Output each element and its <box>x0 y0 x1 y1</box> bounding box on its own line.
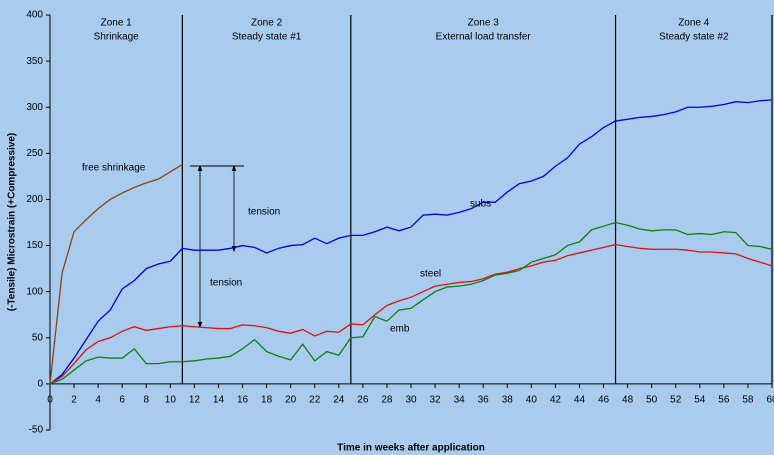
y-tick-label: 50 <box>32 332 44 343</box>
x-tick-label: 12 <box>189 395 201 406</box>
x-tick-label: 6 <box>119 395 125 406</box>
x-tick-label: 8 <box>143 395 149 406</box>
x-tick-label: 14 <box>213 395 225 406</box>
x-tick-label: 20 <box>285 395 297 406</box>
y-tick-label: 0 <box>37 379 43 390</box>
x-tick-label: 60 <box>766 395 774 406</box>
series-label: subs <box>470 199 491 210</box>
x-tick-label: 34 <box>454 395 466 406</box>
annotation: tension <box>248 207 280 218</box>
zone-subtitle: Steady state #1 <box>232 32 302 43</box>
y-tick-label: 100 <box>26 286 43 297</box>
series-label: free shrinkage <box>82 163 146 174</box>
y-tick-label: 250 <box>26 148 43 159</box>
x-tick-label: 54 <box>694 395 706 406</box>
x-tick-label: 26 <box>357 395 369 406</box>
x-tick-label: 46 <box>598 395 610 406</box>
x-tick-label: 50 <box>646 395 658 406</box>
x-tick-label: 4 <box>95 395 101 406</box>
x-tick-label: 10 <box>165 395 177 406</box>
y-tick-label: 350 <box>26 56 43 67</box>
x-tick-label: 36 <box>478 395 490 406</box>
x-tick-label: 2 <box>71 395 77 406</box>
zone-name: Zone 1 <box>101 18 133 29</box>
series-line <box>49 221 773 385</box>
y-tick-label: 200 <box>26 194 43 205</box>
x-tick-label: 58 <box>742 395 754 406</box>
x-tick-label: 30 <box>405 395 417 406</box>
x-tick-label: 0 <box>47 395 53 406</box>
x-tick-label: 18 <box>261 395 273 406</box>
annotation: tension <box>210 278 242 289</box>
x-tick-label: 44 <box>574 395 586 406</box>
zone-subtitle: Steady state #2 <box>659 32 729 43</box>
x-tick-label: 32 <box>430 395 442 406</box>
zone-name: Zone 2 <box>251 18 283 29</box>
x-tick-label: 56 <box>718 395 730 406</box>
zone-subtitle: Shrinkage <box>94 32 139 43</box>
y-tick-label: -50 <box>29 425 44 436</box>
x-axis-title: Time in weeks after application <box>337 443 485 454</box>
x-tick-label: 22 <box>309 395 321 406</box>
x-tick-label: 28 <box>381 395 393 406</box>
zone-subtitle: External load transfer <box>436 32 532 43</box>
series-line <box>49 243 773 385</box>
series-line <box>49 99 773 385</box>
x-tick-label: 24 <box>333 395 345 406</box>
series-label: steel <box>420 269 441 280</box>
zone-name: Zone 3 <box>468 18 500 29</box>
x-tick-label: 52 <box>670 395 682 406</box>
x-tick-label: 16 <box>237 395 249 406</box>
y-tick-label: 300 <box>26 102 43 113</box>
x-tick-label: 40 <box>526 395 538 406</box>
y-tick-label: 400 <box>26 10 43 21</box>
zone-name: Zone 4 <box>678 18 710 29</box>
series-label: emb <box>390 324 410 335</box>
x-tick-label: 42 <box>550 395 562 406</box>
y-tick-label: 150 <box>26 240 43 251</box>
y-axis-title: (-Tensile) Microstrain (+Compressive) <box>7 133 18 311</box>
x-tick-label: 48 <box>622 395 634 406</box>
series-line <box>49 163 183 384</box>
x-tick-label: 38 <box>502 395 514 406</box>
